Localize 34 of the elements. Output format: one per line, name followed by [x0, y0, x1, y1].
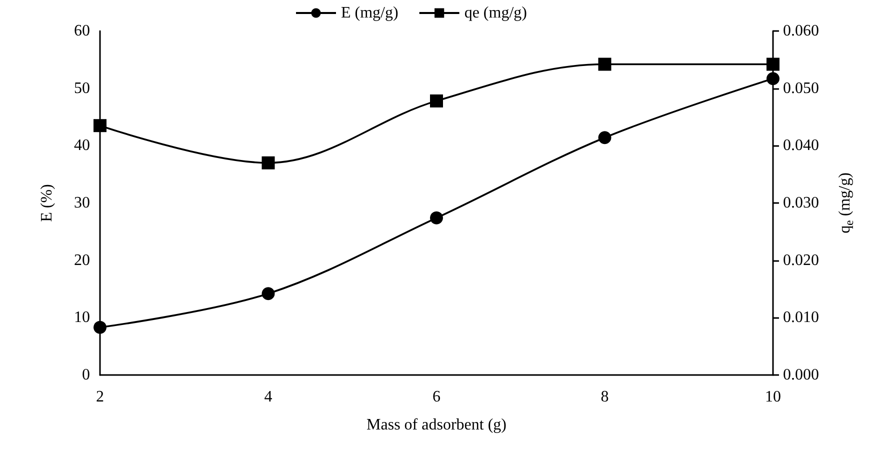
y2-tick-label: 0.060: [783, 22, 819, 40]
point: [262, 156, 275, 170]
y-tick-label: 60: [74, 22, 90, 40]
point: [598, 58, 612, 71]
y2-axis-title: qe (mg/g): [836, 172, 856, 234]
point: [430, 211, 443, 224]
x-tick-label: 10: [765, 388, 781, 406]
y2-tick-label: 0.040: [783, 137, 819, 154]
point: [262, 287, 275, 300]
x-tick-label: 4: [264, 388, 272, 406]
point: [766, 58, 780, 71]
x-tick-label: 6: [432, 388, 440, 406]
point: [94, 320, 106, 334]
y2-tick-label: 0.030: [783, 194, 819, 212]
y-tick-label: 40: [74, 137, 90, 154]
point: [766, 72, 780, 86]
y-axis-title: E (%): [38, 184, 56, 222]
x-tick-label: 2: [96, 388, 104, 406]
point: [94, 119, 106, 132]
y2-tick-label: 0.050: [783, 80, 819, 97]
y-tick-label: 20: [74, 252, 90, 269]
y-tick-label: 0: [82, 366, 90, 384]
legend-label: E (mg/g): [341, 4, 398, 22]
y2-tick-label: 0.010: [783, 309, 819, 326]
y2-tick-label: 0.020: [783, 252, 819, 269]
point: [598, 131, 612, 144]
y-tick-label: 10: [74, 309, 90, 326]
point: [430, 94, 443, 108]
x-axis-title: Mass of adsorbent (g): [366, 416, 506, 434]
y2-tick-label: 0.000: [783, 366, 819, 384]
legend-label: qe (mg/g): [464, 4, 527, 22]
y-tick-label: 50: [74, 80, 90, 97]
y-tick-label: 30: [74, 194, 90, 212]
x-tick-label: 8: [600, 388, 609, 406]
